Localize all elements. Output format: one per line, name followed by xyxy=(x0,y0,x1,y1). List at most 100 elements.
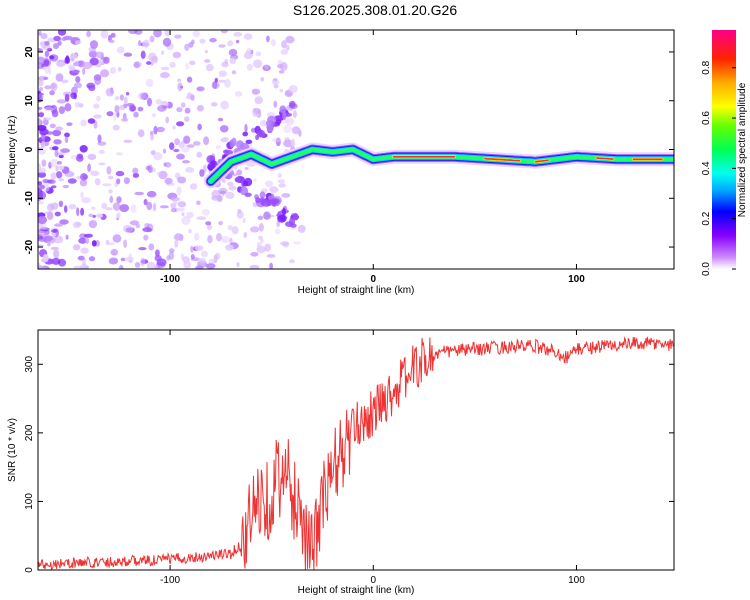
noise-blob xyxy=(281,207,287,216)
noise-blob xyxy=(116,212,121,218)
noise-blob xyxy=(82,257,86,266)
noise-blob xyxy=(143,234,149,241)
noise-blob xyxy=(38,62,44,70)
noise-blob xyxy=(137,106,144,112)
noise-blob xyxy=(88,213,94,218)
noise-blob xyxy=(155,249,160,257)
noise-blob xyxy=(81,197,92,204)
noise-blob xyxy=(285,45,290,51)
noise-blob xyxy=(165,116,170,124)
noise-blob xyxy=(40,140,45,149)
noise-blob xyxy=(188,228,192,234)
noise-blob xyxy=(176,186,182,196)
noise-blob xyxy=(112,234,122,243)
noise-blob xyxy=(79,145,88,153)
colorbar: 0.0 0.2 0.4 0.6 0.8 Normalized spectral ampl… xyxy=(701,30,748,276)
spectrogram-noise xyxy=(38,30,306,269)
noise-blob xyxy=(164,162,172,168)
noise-blob xyxy=(251,88,261,95)
noise-blob xyxy=(162,105,168,109)
noise-blob xyxy=(214,77,218,83)
x-tick-label: 100 xyxy=(568,274,585,285)
noise-blob xyxy=(116,46,125,54)
noise-blob xyxy=(109,195,114,203)
x-tick-label: 0 xyxy=(370,575,376,586)
noise-blob xyxy=(266,254,276,258)
noise-blob xyxy=(244,123,248,133)
noise-blob xyxy=(236,169,243,176)
noise-blob xyxy=(250,252,259,257)
noise-blob xyxy=(55,73,64,82)
noise-blob xyxy=(205,263,216,269)
noise-blob xyxy=(273,83,279,89)
noise-blob xyxy=(232,173,238,177)
noise-blob xyxy=(180,102,186,108)
snr-xlabel: Height of straight line (km) xyxy=(298,585,415,596)
noise-blob xyxy=(215,145,222,149)
noise-blob xyxy=(278,183,286,188)
noise-blob xyxy=(129,220,140,226)
noise-blob xyxy=(44,41,50,46)
noise-blob xyxy=(184,107,191,114)
noise-blob xyxy=(190,183,198,190)
noise-blob xyxy=(43,44,51,51)
noise-blob xyxy=(38,48,43,53)
noise-blob xyxy=(82,67,86,75)
noise-blob xyxy=(288,85,298,94)
noise-blob xyxy=(67,178,77,184)
noise-blob xyxy=(142,227,152,233)
colorbar-tick-label: 0.0 xyxy=(701,262,712,276)
noise-blob xyxy=(192,141,201,146)
noise-blob xyxy=(191,39,195,45)
x-tick-label: 100 xyxy=(568,575,585,586)
noise-blob xyxy=(264,180,274,188)
noise-blob xyxy=(114,96,120,101)
noise-blob xyxy=(282,111,287,121)
noise-blob xyxy=(155,99,163,105)
noise-blob xyxy=(281,40,287,49)
noise-blob xyxy=(50,185,57,189)
noise-blob xyxy=(187,144,195,148)
noise-blob xyxy=(107,175,114,180)
colorbar-ticks: 0.0 0.2 0.4 0.6 0.8 xyxy=(701,60,736,276)
noise-blob xyxy=(203,136,210,146)
noise-blob xyxy=(190,94,195,101)
noise-blob xyxy=(204,49,208,54)
noise-blob xyxy=(49,55,55,60)
x-tick-label: 0 xyxy=(370,274,376,285)
noise-blob xyxy=(265,120,275,127)
noise-blob xyxy=(128,30,138,34)
noise-blob xyxy=(255,51,262,57)
noise-blob xyxy=(101,202,108,209)
noise-blob xyxy=(44,65,50,74)
noise-blob xyxy=(180,85,184,89)
noise-blob xyxy=(264,64,269,70)
noise-blob xyxy=(270,39,277,47)
noise-blob xyxy=(91,206,96,211)
noise-blob xyxy=(56,161,63,165)
noise-blob xyxy=(246,48,252,55)
noise-blob xyxy=(237,208,242,214)
noise-blob xyxy=(213,254,218,264)
noise-blob xyxy=(74,101,81,108)
noise-blob xyxy=(74,40,82,45)
noise-blob xyxy=(292,241,302,245)
noise-blob xyxy=(44,117,52,121)
noise-blob xyxy=(273,100,278,108)
noise-blob xyxy=(39,227,50,232)
noise-blob xyxy=(132,173,140,178)
noise-blob xyxy=(50,172,57,180)
noise-blob xyxy=(168,248,175,253)
noise-blob xyxy=(159,205,169,209)
noise-blob xyxy=(257,215,264,220)
y-tick-label: 20 xyxy=(24,46,35,58)
noise-blob xyxy=(211,102,218,107)
noise-blob xyxy=(59,219,69,225)
noise-blob xyxy=(38,191,42,198)
noise-blob xyxy=(105,87,115,97)
noise-blob xyxy=(205,63,214,72)
noise-blob xyxy=(258,222,264,232)
noise-blob xyxy=(40,33,48,40)
noise-blob xyxy=(58,165,65,170)
noise-blob xyxy=(63,205,68,213)
